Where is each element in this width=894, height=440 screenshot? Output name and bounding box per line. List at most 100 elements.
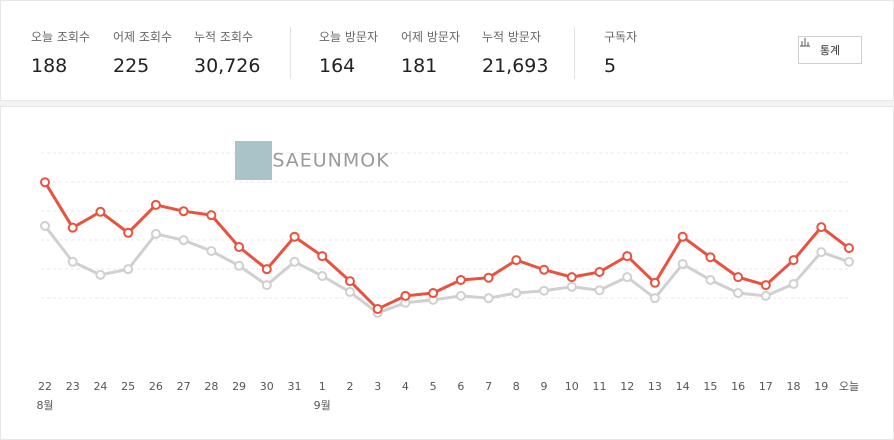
point	[95, 206, 106, 217]
point	[317, 270, 328, 281]
bar-icon	[800, 38, 810, 47]
point	[705, 274, 716, 285]
point	[234, 260, 245, 271]
watermark: SAEUNMOK	[272, 150, 389, 172]
point	[261, 280, 272, 291]
stat-value: 164	[319, 55, 356, 77]
divider	[574, 27, 575, 79]
x-tick-label: 11	[592, 380, 606, 393]
point	[622, 251, 633, 262]
point	[594, 267, 605, 278]
x-tick-label: 25	[121, 380, 135, 393]
point	[622, 272, 633, 283]
point	[649, 293, 660, 304]
stat: 오늘 방문자 164	[319, 28, 378, 77]
point	[733, 272, 744, 283]
point	[705, 252, 716, 263]
x-tick-label: 10	[565, 380, 579, 393]
stat-value: 225	[113, 55, 150, 77]
x-tick-label: 30	[260, 380, 274, 393]
point	[594, 285, 605, 296]
stat-value: 21,693	[482, 55, 549, 77]
point	[400, 290, 411, 301]
stat: 구독자 5	[604, 28, 637, 77]
x-tick-label: 8	[513, 380, 520, 393]
month-label: 8월	[36, 399, 53, 412]
x-tick-label: 27	[177, 380, 191, 393]
point	[733, 288, 744, 299]
x-tick-label: 28	[204, 380, 218, 393]
point	[455, 274, 466, 285]
point	[566, 281, 577, 292]
stat: 어제 방문자 181	[401, 28, 460, 77]
x-tick-label: 23	[66, 380, 80, 393]
point	[511, 288, 522, 299]
x-tick-label: 6	[457, 380, 464, 393]
point	[455, 290, 466, 301]
x-tick-label: 16	[731, 380, 745, 393]
point	[67, 256, 78, 267]
x-tick-label: 24	[93, 380, 107, 393]
x-tick-label: 29	[232, 380, 246, 393]
watermark-icon	[235, 141, 272, 180]
divider	[290, 27, 291, 79]
point	[760, 290, 771, 301]
x-tick-label: 2	[346, 380, 353, 393]
point	[178, 235, 189, 246]
x-tick-label: 4	[402, 380, 409, 393]
point	[372, 303, 383, 314]
stat-label: 누적 방문자	[482, 30, 542, 44]
point	[206, 245, 217, 256]
point	[123, 264, 134, 275]
stat-value: 181	[401, 55, 438, 77]
month-label: 9월	[314, 399, 331, 412]
x-tick-label: 22	[38, 380, 52, 393]
stat-value: 188	[31, 55, 68, 77]
point	[428, 288, 439, 299]
stat: 누적 방문자 21,693	[482, 28, 548, 77]
point	[150, 199, 161, 210]
x-tick-label: 9	[541, 380, 548, 393]
point	[40, 220, 50, 231]
x-tick-label: 7	[485, 380, 492, 393]
x-tick-label: 17	[759, 380, 773, 393]
point	[123, 227, 134, 238]
point	[234, 242, 245, 252]
point	[40, 177, 50, 188]
stats-panel: 오늘 조회수 188 어제 조회수 225 누적 조회수 30,726 오늘 방문자 164 어…	[0, 0, 894, 101]
point	[344, 286, 355, 297]
point	[816, 222, 827, 233]
point	[289, 256, 300, 267]
point	[317, 251, 328, 262]
point	[511, 255, 522, 266]
stats-button[interactable]: 통계	[798, 36, 862, 64]
x-tick-label: 1	[319, 380, 326, 393]
x-tick-label: 18	[787, 380, 801, 393]
point	[539, 264, 550, 275]
chart-panel: SAEUNMOK 22 8월 23 24 25 26 27 28 29 30 31 1 9월 2 3 4 5 6 7…	[0, 106, 894, 440]
stat-value: 5	[604, 55, 617, 77]
point	[788, 255, 799, 266]
x-tick-label: 31	[288, 380, 302, 393]
x-tick-label: 3	[374, 380, 381, 393]
point	[344, 276, 355, 287]
point	[483, 293, 494, 304]
point	[566, 272, 577, 283]
point	[677, 231, 688, 242]
stat-label: 구독자	[604, 30, 638, 44]
stat: 오늘 조회수 188	[31, 28, 90, 77]
point	[539, 285, 550, 296]
point	[760, 280, 771, 291]
stat-label: 오늘 방문자	[319, 30, 379, 44]
x-tick-label: 26	[149, 380, 163, 393]
point	[67, 222, 78, 233]
x-tick-label: 오늘	[839, 380, 859, 393]
point	[788, 278, 799, 289]
point	[95, 269, 106, 280]
point	[677, 259, 688, 270]
point	[178, 206, 189, 217]
x-tick-label: 13	[648, 380, 662, 393]
point	[261, 264, 272, 275]
